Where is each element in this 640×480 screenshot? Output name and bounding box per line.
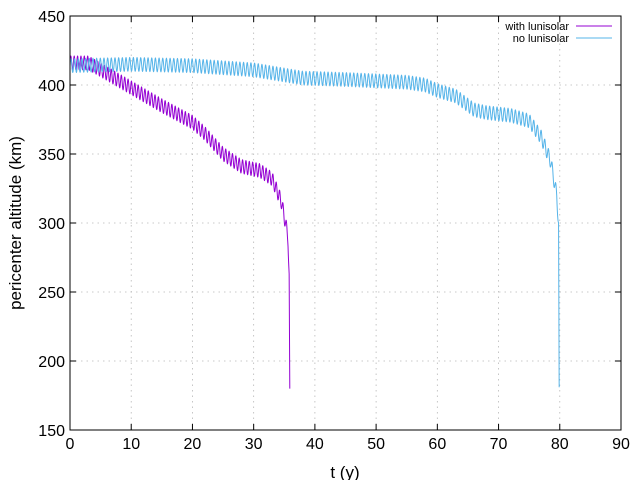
x-tick-label: 0 [66, 436, 75, 453]
x-tick-label: 30 [245, 436, 263, 453]
x-axis-label: t (y) [330, 463, 359, 480]
series-line-1 [69, 56, 560, 388]
grid [70, 16, 621, 430]
y-axis-label: pericenter altitude (km) [6, 136, 25, 310]
x-tick-label: 80 [551, 436, 569, 453]
legend-label-0: with lunisolar [504, 21, 569, 33]
y-tick-label: 450 [38, 9, 65, 26]
series-line-0 [69, 55, 291, 389]
x-tick-label: 90 [612, 436, 630, 453]
y-tick-label: 300 [38, 216, 65, 233]
ticks: 0 10 20 30 40 50 60 70 80 90 150 200 250 300 350 400 450 [38, 9, 630, 453]
x-tick-label: 70 [490, 436, 508, 453]
x-tick-label: 50 [367, 436, 385, 453]
x-tick-label: 40 [306, 436, 324, 453]
y-tick-label: 250 [38, 285, 65, 302]
x-tick-label: 60 [428, 436, 446, 453]
x-tick-label: 10 [122, 436, 140, 453]
y-tick-label: 400 [38, 78, 65, 95]
y-tick-label: 200 [38, 354, 65, 371]
x-tick-label: 20 [184, 436, 202, 453]
series-layer [69, 55, 560, 389]
y-tick-label: 350 [38, 147, 65, 164]
y-tick-label: 150 [38, 423, 65, 440]
legend-label-1: no lunisolar [513, 33, 570, 45]
